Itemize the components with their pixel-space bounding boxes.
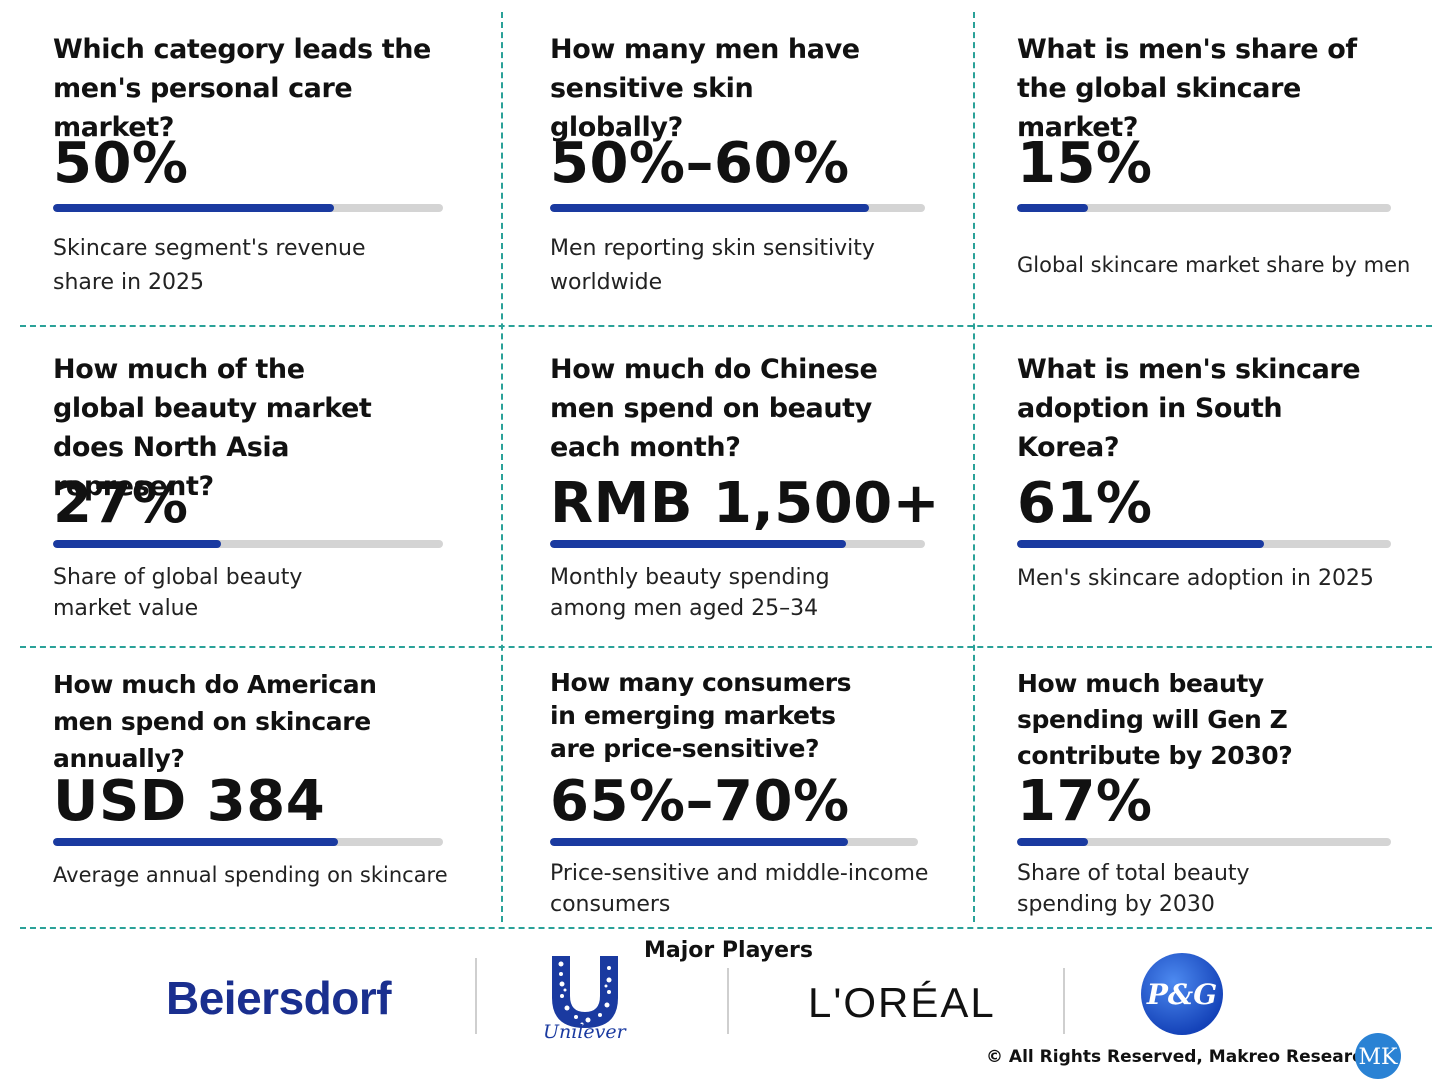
card-question: How much do American men spend on skinca… <box>53 670 377 773</box>
progress-track <box>53 838 443 846</box>
card-question: How many men have sensitive skin globall… <box>550 34 860 143</box>
card-description: Price-sensitive and middle-income consum… <box>550 861 929 917</box>
progress-fill <box>53 838 338 846</box>
major-players-title: Major Players <box>644 938 813 963</box>
card-question: How much of the global beauty market doe… <box>53 354 372 502</box>
card-description: Men's skincare adoption in 2025 <box>1017 566 1374 591</box>
pg-logo: P&G <box>1140 952 1224 1036</box>
progress-track <box>1017 540 1391 548</box>
progress-fill <box>1017 540 1264 548</box>
card-description: Share of global beauty market value <box>53 565 303 621</box>
column-divider-1 <box>501 12 503 922</box>
card-description: Share of total beauty spending by 2030 <box>1017 861 1250 917</box>
pg-logo-text: P&G <box>1146 978 1217 1011</box>
progress-fill <box>1017 838 1089 846</box>
loreal-logo: L'ORÉAL <box>808 979 996 1026</box>
row-divider-3 <box>20 927 1432 929</box>
card-question: What is men's skincare adoption in South… <box>1017 354 1361 463</box>
card-question: What is men's share of the global skinca… <box>1017 34 1357 143</box>
card-question: How much beauty spending will Gen Z cont… <box>1017 669 1293 770</box>
progress-fill <box>1017 204 1089 212</box>
card-question: How much do Chinese men spend on beauty … <box>550 354 878 463</box>
unilever-wordmark: Unilever <box>543 1021 626 1043</box>
card-description: Monthly beauty spending among men aged 2… <box>550 565 830 621</box>
progress-fill <box>53 204 334 212</box>
card-value: 65%–70% <box>550 769 850 834</box>
card-value: USD 384 <box>53 769 326 834</box>
progress-track <box>1017 204 1391 212</box>
card-value: 27% <box>53 471 189 536</box>
card-description: Men reporting skin sensitivity worldwide <box>550 236 875 295</box>
progress-track <box>1017 838 1391 846</box>
makreo-logo-icon: MK <box>1355 1033 1401 1079</box>
logo-separator <box>475 958 477 1034</box>
progress-track <box>53 204 443 212</box>
card-description: Average annual spending on skincare <box>53 863 448 887</box>
logo-separator <box>1063 968 1065 1034</box>
beiersdorf-logo: Beiersdorf <box>166 972 392 1024</box>
logo-separator <box>727 968 729 1034</box>
card-description: Global skincare market share by men <box>1017 253 1411 277</box>
row-divider-1 <box>20 325 1432 327</box>
card-value: 50% <box>53 131 189 196</box>
progress-fill <box>53 540 221 548</box>
row-divider-2 <box>20 646 1432 648</box>
card-question: Which category leads the men's personal … <box>53 34 431 143</box>
progress-track <box>550 204 925 212</box>
progress-track <box>550 838 918 846</box>
copyright-text: © All Rights Reserved, Makreo Research <box>986 1047 1375 1067</box>
card-value: RMB 1,500+ <box>550 471 941 536</box>
card-value: 17% <box>1017 769 1153 834</box>
progress-track <box>550 540 925 548</box>
card-value: 15% <box>1017 131 1153 196</box>
card-question: How many consumers in emerging markets a… <box>550 668 852 763</box>
card-description: Skincare segment's revenue share in 2025 <box>53 236 366 295</box>
card-value: 50%–60% <box>550 131 850 196</box>
unilever-logo-icon <box>552 956 618 1028</box>
column-divider-2 <box>973 12 975 922</box>
makreo-logo-text: MK <box>1359 1045 1399 1070</box>
pg-logo-icon: P&G <box>1141 953 1223 1035</box>
card-value: 61% <box>1017 471 1153 536</box>
progress-fill <box>550 540 847 548</box>
progress-fill <box>550 838 849 846</box>
progress-track <box>53 540 443 548</box>
progress-fill <box>550 204 869 212</box>
